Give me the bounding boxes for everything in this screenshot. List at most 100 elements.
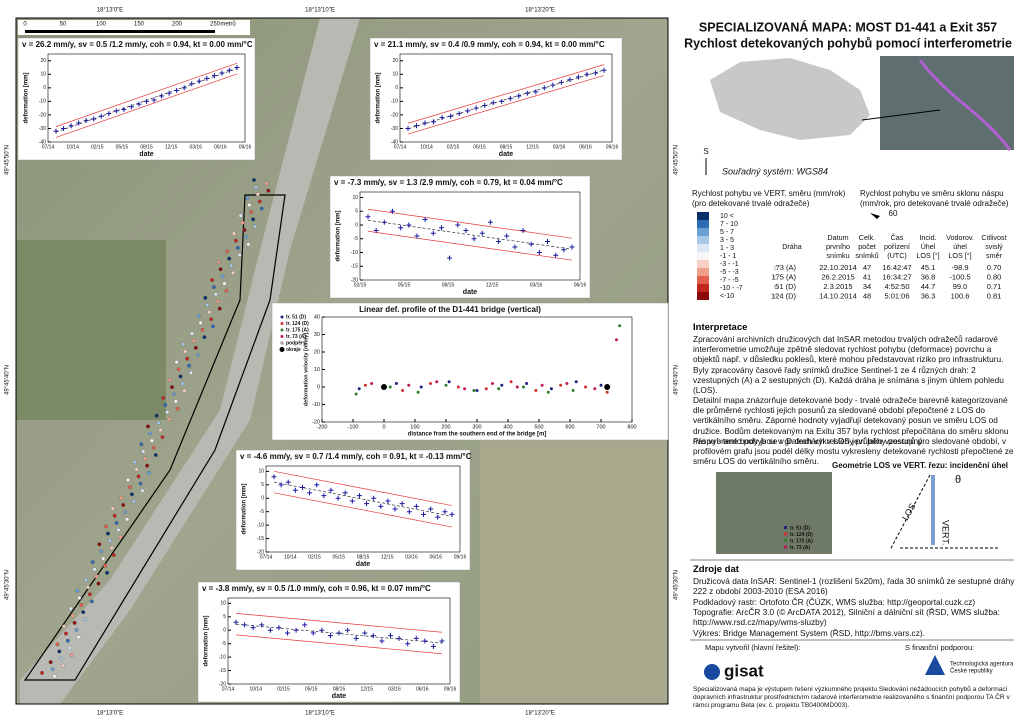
reflector xyxy=(259,206,264,211)
data-point xyxy=(196,78,202,84)
ramp-label: -10 - -7 xyxy=(720,285,743,292)
data-point xyxy=(174,88,180,94)
inset-plot xyxy=(197,581,461,703)
track-symbol xyxy=(773,284,779,290)
ramp-label: -7 - -5 xyxy=(720,277,739,284)
table-cell: 175 (A) xyxy=(771,272,796,281)
x-tick-label: 08/15 xyxy=(333,686,346,692)
data-point xyxy=(293,627,299,633)
data-point xyxy=(388,633,393,639)
data-point xyxy=(335,495,341,501)
x-tick-label: 300 xyxy=(472,424,481,430)
y-tick-label: -40 xyxy=(391,139,398,145)
y-tick-label: 0 xyxy=(317,384,320,390)
data-point xyxy=(558,79,564,85)
legend-heading: Rychlost pohybu ve směru sklonu náspu xyxy=(860,189,1004,198)
x-tick-label: 05/15 xyxy=(332,554,345,560)
data-point xyxy=(151,97,157,103)
data-point xyxy=(497,387,501,391)
ramp-swatch xyxy=(697,268,709,276)
map-title: SPECIALIZOVANÁ MAPA: MOST D1-441 a Exit … xyxy=(699,19,997,34)
trend-band xyxy=(367,230,573,261)
reflector xyxy=(134,467,139,472)
reflector xyxy=(245,195,250,200)
reflector xyxy=(252,178,256,182)
data-point xyxy=(121,107,127,113)
theta-label: θ xyxy=(955,474,961,486)
data-point xyxy=(479,230,485,236)
x-tick-label: 10/14 xyxy=(420,144,433,150)
table-cell: 22.10.2014 xyxy=(819,263,857,272)
x-tick-label: 03/16 xyxy=(553,144,566,150)
table-cell: 124 (D) xyxy=(771,291,797,300)
y-tick-label: -20 xyxy=(391,112,398,118)
y-tick-label: 10 xyxy=(352,195,358,201)
x-tick-label: 05/15 xyxy=(398,282,411,288)
inset-box xyxy=(271,302,669,441)
reflector xyxy=(90,560,95,565)
reflector xyxy=(209,317,214,322)
legend-heading: (pro detekované trvalé odražeče) xyxy=(692,199,810,208)
data-point xyxy=(422,120,428,126)
x-tick-label: 400 xyxy=(503,424,512,430)
y-axis-label: deformation [mm] xyxy=(336,210,342,261)
table-header: LOS [°] xyxy=(948,251,971,260)
y-tick-label: -10 xyxy=(391,99,398,105)
reflector xyxy=(105,570,110,575)
scale-label: 250 xyxy=(210,22,221,28)
trend-line xyxy=(235,623,443,644)
data-point xyxy=(373,228,379,233)
data-point xyxy=(365,214,371,220)
data-point xyxy=(569,244,575,250)
data-point xyxy=(472,389,476,392)
reflector xyxy=(165,410,170,415)
data-point xyxy=(431,119,437,125)
reflector xyxy=(210,278,214,282)
reflector xyxy=(127,485,132,490)
x-tick-label: 500 xyxy=(534,424,543,430)
table-cell: 73 (A) xyxy=(776,263,797,272)
reflector xyxy=(64,631,68,636)
table-header: (UTC) xyxy=(887,251,907,260)
x-tick-label: 06/16 xyxy=(429,554,442,560)
reflector xyxy=(171,392,176,397)
data-point xyxy=(357,387,361,391)
road xyxy=(20,18,360,704)
reflector xyxy=(211,285,216,290)
reflector xyxy=(85,585,90,590)
data-point xyxy=(559,383,563,387)
reflector xyxy=(191,338,196,343)
inset-title: v = -4.6 mm/y, sv = 0.7 /1.4 mm/y, coh =… xyxy=(240,452,472,461)
data-point xyxy=(571,389,575,392)
legend-label: okraje xyxy=(286,347,301,353)
reflector xyxy=(238,213,243,218)
inset-title: Linear def. profile of the D1-441 bridge… xyxy=(359,305,541,314)
y-tick-label: 10 xyxy=(392,72,398,78)
y-axis-label: deformation [mm] xyxy=(204,615,210,666)
data-point xyxy=(487,219,493,225)
inset-plot xyxy=(17,37,256,161)
paragraph: Pro vybrané body jsou v grafech vykresle… xyxy=(693,436,1014,467)
field xyxy=(16,240,166,420)
table-cell: 44.7 xyxy=(921,282,936,291)
y-tick-label: -5 xyxy=(354,236,359,242)
legend-marker xyxy=(784,539,787,542)
reflector xyxy=(196,313,201,318)
reflector xyxy=(242,228,247,232)
y-tick-label: 0 xyxy=(355,222,358,228)
reflector xyxy=(244,235,249,240)
x-tick-label: 600 xyxy=(565,424,574,430)
scale-label: 50 xyxy=(60,22,67,28)
data-point xyxy=(484,387,488,391)
x-tick-label: 10/14 xyxy=(66,144,79,150)
y-tick-label: -30 xyxy=(391,126,398,132)
x-tick-label: 200 xyxy=(441,424,450,430)
legend-label: tr. 175 (A) xyxy=(286,327,309,333)
coord-label: 49°45'50"N xyxy=(674,145,680,175)
data-point xyxy=(442,509,448,515)
reflector xyxy=(65,638,70,643)
reflector xyxy=(213,292,218,297)
paragraph: Zpracování archivních družicových dat In… xyxy=(693,334,1004,396)
data-point xyxy=(500,383,504,387)
inset-box xyxy=(197,581,461,703)
